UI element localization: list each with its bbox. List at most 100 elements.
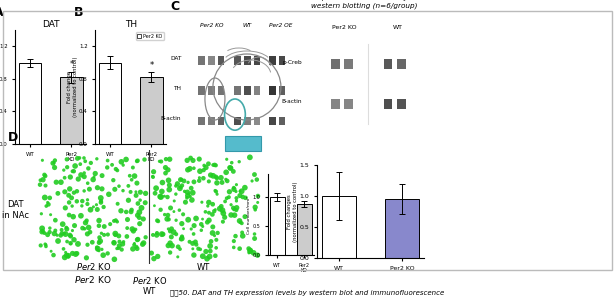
Point — [118, 188, 128, 193]
Point — [53, 191, 63, 196]
Point — [191, 242, 201, 247]
Point — [162, 217, 172, 221]
Point — [212, 192, 222, 197]
Bar — [253, 117, 260, 125]
Point — [76, 213, 86, 218]
Point — [253, 200, 263, 205]
Point — [84, 225, 93, 230]
Point — [210, 233, 220, 238]
Point — [130, 241, 140, 246]
Point — [159, 194, 169, 199]
Point — [202, 220, 212, 225]
Point — [66, 234, 76, 239]
Point — [92, 207, 102, 212]
Point — [135, 210, 145, 214]
Point — [183, 190, 192, 195]
Point — [229, 187, 239, 192]
Point — [121, 157, 131, 162]
Point — [164, 243, 173, 248]
Point — [77, 226, 87, 230]
Point — [176, 237, 186, 242]
Point — [81, 159, 90, 164]
Point — [50, 165, 60, 170]
Point — [237, 221, 247, 226]
Point — [149, 256, 159, 261]
Point — [197, 217, 207, 221]
Point — [212, 181, 222, 185]
Point — [50, 158, 60, 163]
Point — [164, 183, 174, 188]
Point — [65, 175, 75, 179]
Point — [199, 163, 209, 168]
Point — [135, 221, 145, 226]
Point — [63, 254, 73, 259]
Bar — [384, 59, 392, 70]
Bar — [269, 197, 285, 255]
Point — [153, 254, 162, 259]
Point — [250, 205, 260, 210]
Point — [68, 169, 77, 174]
Point — [41, 204, 51, 208]
Text: B-actin: B-actin — [161, 116, 181, 122]
Point — [58, 222, 68, 226]
Point — [177, 221, 187, 226]
Point — [221, 177, 231, 182]
Text: A: A — [0, 6, 4, 19]
Point — [97, 187, 107, 191]
Point — [96, 200, 106, 205]
Title: DAT: DAT — [42, 20, 60, 29]
Point — [156, 207, 165, 212]
Point — [247, 178, 257, 183]
Point — [65, 187, 74, 191]
Point — [38, 229, 48, 233]
Point — [73, 242, 83, 246]
Point — [171, 232, 181, 237]
Point — [245, 248, 255, 253]
Point — [185, 167, 195, 171]
Point — [188, 190, 197, 195]
Bar — [322, 196, 356, 258]
Point — [68, 214, 78, 219]
Point — [127, 177, 137, 182]
Point — [149, 203, 159, 208]
Point — [128, 165, 138, 170]
Point — [79, 188, 89, 193]
Point — [62, 239, 72, 244]
Point — [40, 242, 50, 247]
Point — [183, 217, 193, 222]
Point — [148, 174, 157, 179]
Point — [157, 189, 167, 194]
Bar — [98, 63, 121, 144]
Point — [132, 181, 142, 185]
Point — [248, 250, 258, 255]
Point — [250, 172, 260, 177]
Point — [216, 175, 226, 180]
Point — [64, 193, 74, 198]
Point — [234, 159, 244, 164]
Point — [109, 241, 119, 245]
Point — [208, 231, 218, 236]
Point — [40, 195, 50, 200]
Point — [68, 228, 77, 233]
Point — [156, 159, 166, 164]
Point — [205, 244, 215, 248]
Point — [37, 226, 47, 231]
Bar — [218, 56, 224, 64]
Point — [45, 230, 55, 234]
Point — [49, 160, 59, 165]
Text: WT: WT — [196, 263, 210, 272]
Point — [175, 247, 185, 251]
Bar — [199, 56, 205, 64]
Point — [130, 174, 140, 178]
Point — [201, 249, 211, 254]
Point — [165, 206, 175, 210]
Point — [164, 217, 174, 222]
Point — [133, 213, 143, 218]
Point — [231, 208, 241, 212]
Bar — [225, 136, 261, 151]
Point — [178, 226, 188, 231]
Point — [84, 166, 93, 171]
Point — [80, 226, 90, 231]
Point — [235, 193, 245, 198]
Bar — [199, 86, 205, 95]
